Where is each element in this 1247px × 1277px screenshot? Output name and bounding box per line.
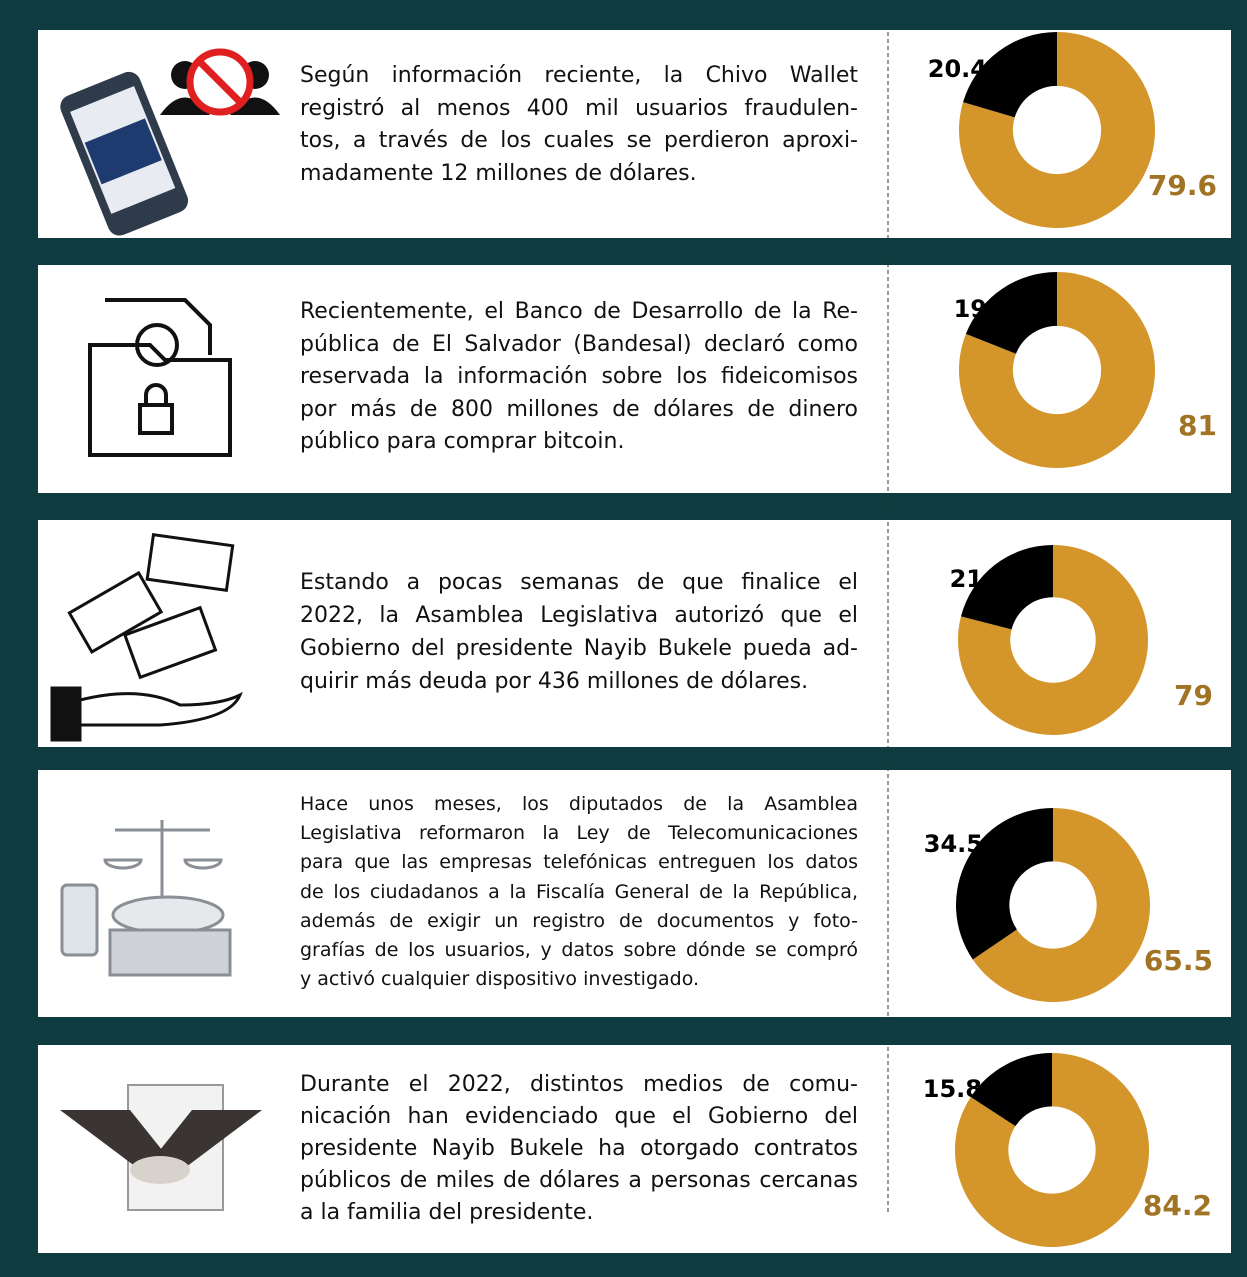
value-label: 79 — [1174, 679, 1213, 712]
text-line: público para comprar bitcoin. — [300, 426, 858, 459]
text-line: presidente Nayib Bukele ha otorgado cont… — [300, 1133, 858, 1165]
text-line: Legislativa reformaron la Ley de Telecom… — [300, 819, 858, 848]
text-line: además de exigir un registro de document… — [300, 907, 858, 936]
text-line: Según información reciente, la Chivo Wal… — [300, 60, 858, 93]
text-line: registró al menos 400 mil usuarios fraud… — [300, 93, 858, 126]
text-line: Recientemente, el Banco de Desarrollo de… — [300, 296, 858, 329]
handshake-icon — [60, 1085, 262, 1210]
value-label: 65.5 — [1144, 944, 1213, 977]
text-line: para que las empresas telefónicas entreg… — [300, 848, 858, 877]
text-line: reservada la información sobre los fidei… — [300, 361, 858, 394]
phone-icon — [57, 68, 192, 239]
text-line: Gobierno del presidente Nayib Bukele pue… — [300, 632, 858, 665]
text-line: de los ciudadanos a la Fiscalía General … — [300, 878, 858, 907]
value-label: 81 — [1178, 409, 1217, 442]
value-label: 21 — [950, 565, 983, 593]
text-line: tos, a través de los cuales se perdieron… — [300, 125, 858, 158]
value-label: 15.8 — [923, 1075, 982, 1103]
scales-icon — [62, 820, 230, 975]
paragraph: Según información reciente, la Chivo Wal… — [300, 60, 858, 190]
folder-icon — [90, 300, 230, 455]
value-label: 84.2 — [1143, 1189, 1212, 1222]
infographic: 20.4 79.6 19 81 21 79 34.5 65.5 15.8 84.2 Según i… — [0, 0, 1247, 1277]
value-label: 79.6 — [1148, 169, 1217, 202]
text-line: Durante el 2022, distintos medios de com… — [300, 1069, 858, 1101]
text-line: 2022, la Asamblea Legislativa autorizó q… — [300, 599, 858, 632]
value-label: 34.5 — [924, 830, 983, 858]
paragraph: Durante el 2022, distintos medios de com… — [300, 1069, 858, 1229]
money-icon — [52, 535, 240, 740]
text-line: grafías de los usuarios, y datos sobre d… — [300, 936, 858, 965]
text-line: quirir más deuda por 436 millones de dól… — [300, 665, 858, 698]
value-label: 19 — [954, 295, 987, 323]
paragraph: Hace unos meses, los diputados de la Asa… — [300, 790, 858, 994]
text-line: y activó cualquier dispositivo investiga… — [300, 965, 858, 994]
paragraph: Recientemente, el Banco de Desarrollo de… — [300, 296, 858, 459]
text-line: nicación han evidenciado que el Gobierno… — [300, 1101, 858, 1133]
paragraph: Estando a pocas semanas de que finalice … — [300, 566, 858, 698]
users-icon — [160, 52, 280, 115]
text-line: Hace unos meses, los diputados de la Asa… — [300, 790, 858, 819]
text-line: por más de 800 millones de dólares de di… — [300, 394, 858, 427]
text-line: Estando a pocas semanas de que finalice … — [300, 566, 858, 599]
text-line: públicos de miles de dólares a personas … — [300, 1165, 858, 1197]
value-label: 20.4 — [928, 55, 987, 83]
text-line: madamente 12 millones de dólares. — [300, 158, 858, 191]
text-line: a la familia del presidente. — [300, 1197, 858, 1229]
text-line: pública de El Salvador (Bandesal) declar… — [300, 329, 858, 362]
